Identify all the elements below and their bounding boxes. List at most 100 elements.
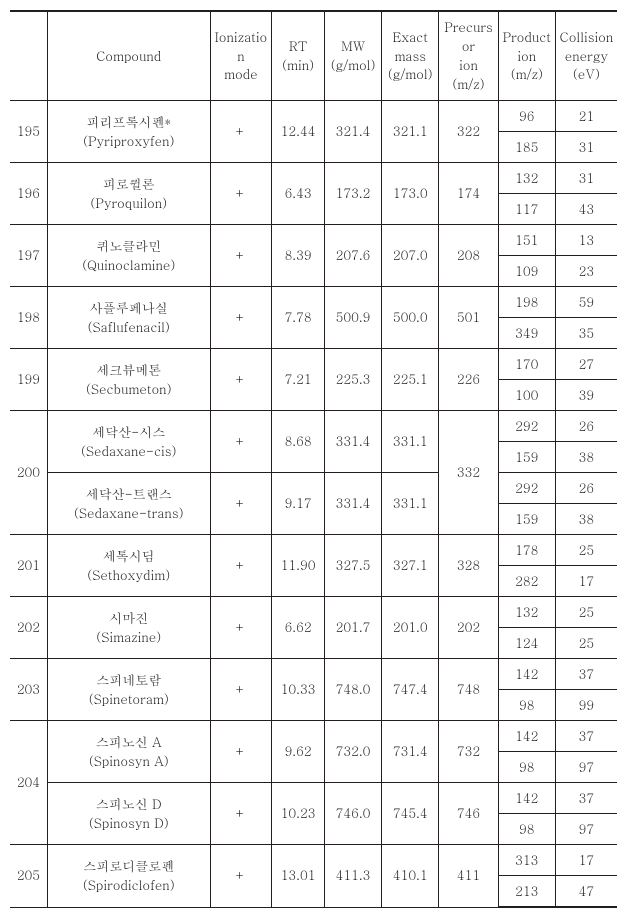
collision-cell: 99	[555, 690, 617, 721]
compound-cell: 퀴노클라민(Quinoclamine)	[47, 225, 210, 287]
compound-cell: 시마진(Simazine)	[47, 597, 210, 659]
index-cell: 204	[10, 721, 47, 845]
mw-cell: 173.2	[324, 163, 381, 225]
product-cell: 100	[498, 380, 555, 411]
precursor-cell: 202	[439, 597, 498, 659]
exact-mass-cell: 331.1	[382, 473, 439, 535]
product-cell: 349	[498, 318, 555, 349]
precursor-cell: 746	[439, 783, 498, 845]
exact-mass-cell: 225.1	[382, 349, 439, 411]
header-exact-mass: Exactmass(g/mol)	[382, 11, 439, 101]
exact-mass-cell: 173.0	[382, 163, 439, 225]
collision-cell: 27	[555, 349, 617, 380]
collision-cell: 26	[555, 473, 617, 504]
exact-mass-cell: 731.4	[382, 721, 439, 783]
compound-cell: 스피로디클로펜(Spirodiclofen)	[47, 845, 210, 908]
compound-cell: 스피노신 A(Spinosyn A)	[47, 721, 210, 783]
precursor-cell: 208	[439, 225, 498, 287]
mw-cell: 748.0	[324, 659, 381, 721]
product-cell: 142	[498, 783, 555, 814]
header-compound: Compound	[47, 11, 210, 101]
ionization-cell: +	[210, 287, 272, 349]
ionization-cell: +	[210, 659, 272, 721]
precursor-cell: 328	[439, 535, 498, 597]
header-rt: RT(min)	[272, 11, 325, 101]
rt-cell: 6.62	[272, 597, 325, 659]
index-cell: 200	[10, 411, 47, 535]
mw-cell: 331.4	[324, 473, 381, 535]
product-cell: 313	[498, 845, 555, 876]
product-cell: 159	[498, 504, 555, 535]
collision-cell: 25	[555, 535, 617, 566]
header-blank	[10, 11, 47, 101]
ionization-cell: +	[210, 163, 272, 225]
product-cell: 159	[498, 442, 555, 473]
collision-cell: 21	[555, 101, 617, 132]
table-body: 195피리프록시펜*(Pyriproxyfen)+12.44321.4321.1…	[10, 101, 617, 908]
index-cell: 205	[10, 845, 47, 908]
ionization-cell: +	[210, 349, 272, 411]
product-cell: 124	[498, 628, 555, 659]
precursor-cell: 748	[439, 659, 498, 721]
product-cell: 292	[498, 473, 555, 504]
product-cell: 132	[498, 597, 555, 628]
product-cell: 142	[498, 721, 555, 752]
exact-mass-cell: 745.4	[382, 783, 439, 845]
product-cell: 178	[498, 535, 555, 566]
index-cell: 203	[10, 659, 47, 721]
index-cell: 201	[10, 535, 47, 597]
precursor-cell: 501	[439, 287, 498, 349]
product-cell: 98	[498, 752, 555, 783]
product-cell: 142	[498, 659, 555, 690]
product-cell: 292	[498, 411, 555, 442]
table-row: 세닥산-트랜스(Sedaxane-trans)+9.17331.4331.129…	[10, 473, 617, 504]
mw-cell: 732.0	[324, 721, 381, 783]
precursor-cell: 322	[439, 101, 498, 163]
collision-cell: 35	[555, 318, 617, 349]
collision-cell: 37	[555, 721, 617, 752]
index-cell: 199	[10, 349, 47, 411]
precursor-cell: 732	[439, 721, 498, 783]
product-cell: 170	[498, 349, 555, 380]
rt-cell: 7.21	[272, 349, 325, 411]
collision-cell: 97	[555, 814, 617, 845]
product-cell: 117	[498, 194, 555, 225]
ionization-cell: +	[210, 597, 272, 659]
rt-cell: 11.90	[272, 535, 325, 597]
rt-cell: 8.39	[272, 225, 325, 287]
table-row: 198사플루페나실(Saflufenacil)+7.78500.9500.050…	[10, 287, 617, 318]
header-precursor: Precursorion(m/z)	[439, 11, 498, 101]
header-ionization: Ionizationmode	[210, 11, 272, 101]
compound-cell: 스피네토람(Spinetoram)	[47, 659, 210, 721]
exact-mass-cell: 500.0	[382, 287, 439, 349]
collision-cell: 59	[555, 287, 617, 318]
header-collision: Collisionenergy(eV)	[555, 11, 617, 101]
product-cell: 198	[498, 287, 555, 318]
compound-cell: 피리프록시펜*(Pyriproxyfen)	[47, 101, 210, 163]
table-row: 195피리프록시펜*(Pyriproxyfen)+12.44321.4321.1…	[10, 101, 617, 132]
table-row: 196피로퀼론(Pyroquilon)+6.43173.2173.0174132…	[10, 163, 617, 194]
compound-table: Compound Ionizationmode RT(min) MW(g/mol…	[10, 10, 617, 908]
ionization-cell: +	[210, 845, 272, 908]
rt-cell: 6.43	[272, 163, 325, 225]
collision-cell: 25	[555, 628, 617, 659]
collision-cell: 97	[555, 752, 617, 783]
index-cell: 195	[10, 101, 47, 163]
exact-mass-cell: 747.4	[382, 659, 439, 721]
mw-cell: 500.9	[324, 287, 381, 349]
compound-cell: 피로퀼론(Pyroquilon)	[47, 163, 210, 225]
compound-cell: 세닥산-트랜스(Sedaxane-trans)	[47, 473, 210, 535]
mw-cell: 321.4	[324, 101, 381, 163]
collision-cell: 39	[555, 380, 617, 411]
precursor-cell: 411	[439, 845, 498, 908]
table-row: 스피노신 D(Spinosyn D)+10.23746.0745.4746142…	[10, 783, 617, 814]
table-row: 203스피네토람(Spinetoram)+10.33748.0747.47481…	[10, 659, 617, 690]
ionization-cell: +	[210, 473, 272, 535]
index-cell: 198	[10, 287, 47, 349]
exact-mass-cell: 201.0	[382, 597, 439, 659]
table-row: 205스피로디클로펜(Spirodiclofen)+13.01411.3410.…	[10, 845, 617, 876]
ionization-cell: +	[210, 225, 272, 287]
product-cell: 98	[498, 690, 555, 721]
compound-cell: 세톡시딤(Sethoxydim)	[47, 535, 210, 597]
rt-cell: 13.01	[272, 845, 325, 908]
